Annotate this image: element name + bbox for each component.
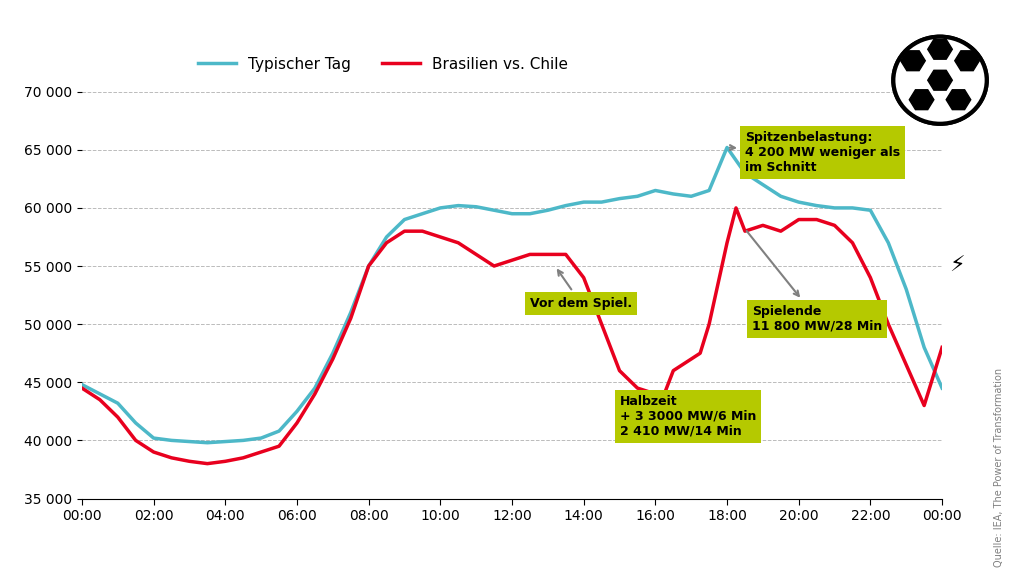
Polygon shape bbox=[928, 70, 952, 90]
Typischer Tag bbox=[416, 210, 428, 217]
Typischer Tag bbox=[846, 205, 858, 211]
Typischer Tag bbox=[237, 437, 250, 444]
Polygon shape bbox=[909, 90, 934, 109]
Text: Quelle: IEA, The Power of Transformation: Quelle: IEA, The Power of Transformation bbox=[993, 368, 1004, 567]
Brasilien vs. Chile bbox=[757, 222, 769, 229]
Typischer Tag bbox=[327, 350, 339, 356]
Typischer Tag bbox=[506, 210, 518, 217]
Typischer Tag bbox=[936, 384, 948, 391]
Text: ⚡: ⚡ bbox=[949, 256, 965, 276]
Brasilien vs. Chile bbox=[201, 460, 213, 467]
Typischer Tag bbox=[487, 207, 500, 214]
Typischer Tag bbox=[649, 187, 662, 194]
Typischer Tag bbox=[810, 202, 822, 209]
Typischer Tag bbox=[470, 203, 482, 210]
Brasilien vs. Chile bbox=[658, 390, 671, 397]
Typischer Tag bbox=[667, 191, 679, 198]
Brasilien vs. Chile bbox=[76, 384, 88, 391]
Polygon shape bbox=[928, 40, 952, 59]
Typischer Tag bbox=[129, 419, 141, 426]
Typischer Tag bbox=[738, 170, 751, 176]
Typischer Tag bbox=[398, 216, 411, 223]
Text: Halbzeit
+ 3 3000 MW/6 Min
2 410 MW/14 Min: Halbzeit + 3 3000 MW/6 Min 2 410 MW/14 M… bbox=[620, 395, 756, 438]
Text: Vor dem Spiel.: Vor dem Spiel. bbox=[530, 270, 632, 310]
Typischer Tag bbox=[631, 193, 643, 200]
Typischer Tag bbox=[828, 205, 841, 211]
Legend: Typischer Tag, Brasilien vs. Chile: Typischer Tag, Brasilien vs. Chile bbox=[191, 50, 574, 78]
Brasilien vs. Chile bbox=[649, 390, 662, 397]
Typischer Tag bbox=[542, 207, 554, 214]
Polygon shape bbox=[901, 51, 926, 70]
Typischer Tag bbox=[900, 286, 912, 293]
Typischer Tag bbox=[793, 199, 805, 206]
Typischer Tag bbox=[362, 262, 375, 269]
Typischer Tag bbox=[344, 309, 356, 316]
Typischer Tag bbox=[434, 205, 446, 211]
Typischer Tag bbox=[882, 240, 894, 246]
Typischer Tag bbox=[757, 181, 769, 188]
Brasilien vs. Chile bbox=[667, 367, 679, 374]
Polygon shape bbox=[946, 90, 971, 109]
Brasilien vs. Chile bbox=[730, 205, 742, 211]
Typischer Tag bbox=[309, 384, 322, 391]
Text: Schwankungen im brasilianischen Energieverbrauch am 28. Juni 2010, in Megawatt: Schwankungen im brasilianischen Energiev… bbox=[49, 60, 688, 76]
Typischer Tag bbox=[219, 438, 231, 445]
Typischer Tag bbox=[291, 408, 303, 415]
Polygon shape bbox=[954, 51, 979, 70]
Brasilien vs. Chile bbox=[631, 384, 643, 391]
Typischer Tag bbox=[165, 437, 178, 444]
Typischer Tag bbox=[76, 381, 88, 388]
Typischer Tag bbox=[918, 344, 930, 351]
Typischer Tag bbox=[94, 390, 106, 397]
Typischer Tag bbox=[595, 199, 607, 206]
Circle shape bbox=[893, 37, 987, 124]
Typischer Tag bbox=[381, 234, 393, 241]
Text: Dann ist kein Strom drin...: Dann ist kein Strom drin... bbox=[49, 22, 504, 51]
Typischer Tag bbox=[864, 207, 877, 214]
Brasilien vs. Chile bbox=[936, 344, 948, 351]
Typischer Tag bbox=[255, 435, 267, 442]
Typischer Tag bbox=[613, 195, 626, 202]
Line: Brasilien vs. Chile: Brasilien vs. Chile bbox=[82, 208, 942, 464]
Typischer Tag bbox=[721, 144, 733, 151]
Brasilien vs. Chile bbox=[344, 315, 356, 322]
Typischer Tag bbox=[702, 187, 715, 194]
Text: Spielende
11 800 MW/28 Min: Spielende 11 800 MW/28 Min bbox=[746, 231, 883, 333]
Typischer Tag bbox=[201, 439, 213, 446]
Typischer Tag bbox=[272, 427, 285, 434]
Typischer Tag bbox=[559, 202, 571, 209]
Typischer Tag bbox=[183, 438, 196, 445]
Typischer Tag bbox=[685, 193, 697, 200]
Typischer Tag bbox=[147, 435, 160, 442]
Typischer Tag bbox=[523, 210, 537, 217]
Line: Typischer Tag: Typischer Tag bbox=[82, 147, 942, 443]
Typischer Tag bbox=[452, 202, 464, 209]
Text: Spitzenbelastung:
4 200 MW weniger als
im Schnitt: Spitzenbelastung: 4 200 MW weniger als i… bbox=[730, 131, 900, 174]
Typischer Tag bbox=[112, 400, 124, 407]
Typischer Tag bbox=[774, 193, 786, 200]
Typischer Tag bbox=[578, 199, 590, 206]
